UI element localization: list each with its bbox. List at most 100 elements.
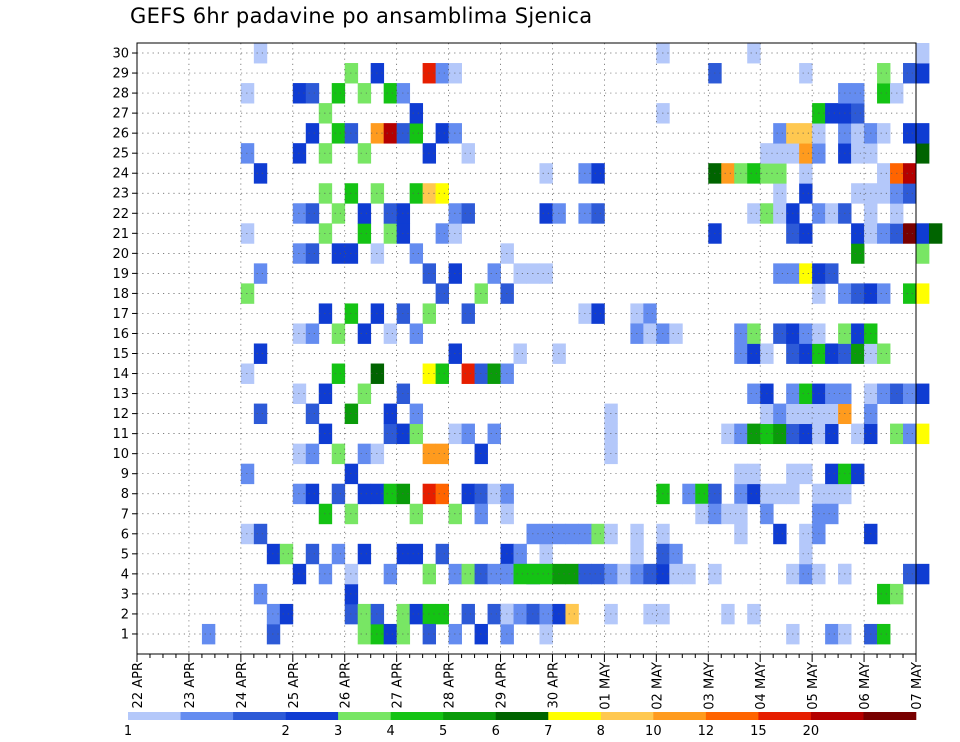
heatmap-cell: [344, 603, 359, 625]
heatmap-cell: [773, 523, 787, 545]
heatmap-cell: [539, 163, 553, 184]
heatmap-cell: [461, 203, 475, 224]
heatmap-cell: [773, 143, 787, 164]
y-tick-label: 26: [112, 127, 129, 142]
heatmap-cell: [877, 63, 891, 84]
chart-title: GEFS 6hr padavine po ansamblima Sjenica: [130, 4, 593, 28]
heatmap-cell: [916, 243, 930, 264]
heatmap-cell: [357, 483, 372, 505]
heatmap-cell: [695, 503, 709, 525]
heatmap-cell: [357, 83, 372, 104]
y-tick-label: 20: [112, 247, 129, 262]
heatmap-cell: [747, 43, 761, 64]
heatmap-cell: [409, 123, 424, 144]
heatmap-cell: [318, 303, 333, 324]
colorbar-label: 7: [544, 724, 552, 739]
x-axis: 22 APR 23 APR 24 APR 25 APR 26 APR 27 APR 28 A…: [131, 654, 925, 710]
heatmap-cell: [357, 223, 372, 244]
heatmap-cell: [773, 403, 787, 425]
heatmap-cell: [877, 583, 891, 605]
y-tick-label: 18: [112, 287, 129, 302]
heatmap-cell: [916, 43, 930, 64]
y-tick-label: 7: [121, 507, 129, 522]
heatmap-cell: [565, 563, 579, 585]
heatmap-cell: [513, 603, 527, 625]
heatmap-cell: [721, 163, 735, 184]
heatmap-cell: [617, 563, 631, 585]
heatmap-cell: [331, 203, 346, 224]
heatmap-cell: [747, 463, 761, 485]
heatmap-cell: [331, 243, 346, 264]
heatmap-cell: [747, 603, 761, 625]
heatmap-cell: [851, 143, 865, 164]
heatmap-cell: [344, 63, 359, 84]
heatmap-cell: [305, 123, 320, 144]
heatmap-cell: [357, 203, 372, 224]
heatmap-cell: [344, 563, 359, 585]
heatmap-cell: [253, 343, 268, 364]
heatmap-cell: [851, 123, 865, 144]
heatmap-cell: [240, 223, 255, 244]
heatmap-cell: [318, 503, 333, 525]
heatmap-cell: [916, 383, 930, 404]
heatmap-cell: [773, 203, 787, 224]
heatmap-cell: [851, 243, 865, 264]
heatmap-cell: [903, 183, 917, 204]
heatmap-cell: [461, 363, 475, 384]
heatmap-cell: [292, 443, 307, 465]
heatmap-cell: [903, 163, 917, 184]
y-tick-label: 11: [112, 427, 129, 442]
heatmap-cell: [435, 183, 449, 204]
heatmap-cell: [591, 563, 605, 585]
heatmap-cell: [357, 143, 372, 164]
heatmap-cell: [266, 623, 281, 645]
y-tick-label: 15: [112, 347, 129, 362]
heatmap-cell: [669, 563, 683, 585]
heatmap-cell: [851, 463, 865, 485]
heatmap-cell: [539, 263, 553, 284]
x-tick-label: 04 MAY: [754, 662, 769, 710]
heatmap-cell: [383, 83, 398, 104]
heatmap-cell: [799, 403, 813, 425]
colorbar-label: 2: [281, 724, 289, 739]
y-tick-label: 29: [112, 67, 129, 82]
heatmap-cell: [435, 483, 449, 505]
colorbar-label: 4: [387, 724, 395, 739]
heatmap-cell: [799, 223, 813, 244]
y-tick-label: 1: [121, 627, 129, 642]
heatmap-cell: [799, 323, 813, 344]
heatmap-cell: [357, 603, 372, 625]
heatmap-cell: [318, 383, 333, 404]
heatmap-cell: [487, 363, 501, 384]
colorbar-label: 12: [698, 724, 715, 739]
heatmap-cell: [305, 243, 320, 264]
heatmap-cell: [240, 143, 255, 164]
heatmap-cell: [383, 483, 398, 505]
y-tick-label: 4: [121, 567, 129, 582]
heatmap-cell: [851, 283, 865, 304]
heatmap-cell: [487, 483, 501, 505]
x-tick-label: 30 APR: [546, 662, 561, 708]
heatmap-cell: [266, 603, 281, 625]
heatmap-cell: [357, 383, 372, 404]
y-tick-label: 28: [112, 87, 129, 102]
heatmap-cell: [877, 83, 891, 104]
heatmap-cell: [747, 343, 761, 364]
heatmap-cell: [435, 603, 449, 625]
heatmap-cell: [851, 343, 865, 364]
y-tick-label: 8: [121, 487, 129, 502]
heatmap-cell: [279, 603, 294, 625]
heatmap-cell: [292, 83, 307, 104]
heatmap-cell: [591, 523, 605, 545]
colorbar-swatch: [653, 712, 707, 720]
heatmap-cell: [928, 223, 943, 244]
y-tick-label: 23: [112, 187, 129, 202]
heatmap-cell: [331, 123, 346, 144]
heatmap-cell: [331, 483, 346, 505]
y-tick-label: 14: [112, 367, 129, 382]
heatmap-cell: [877, 283, 891, 304]
heatmap-cell: [773, 183, 787, 204]
y-tick-label: 27: [112, 107, 129, 122]
heatmap-cell: [539, 623, 553, 645]
